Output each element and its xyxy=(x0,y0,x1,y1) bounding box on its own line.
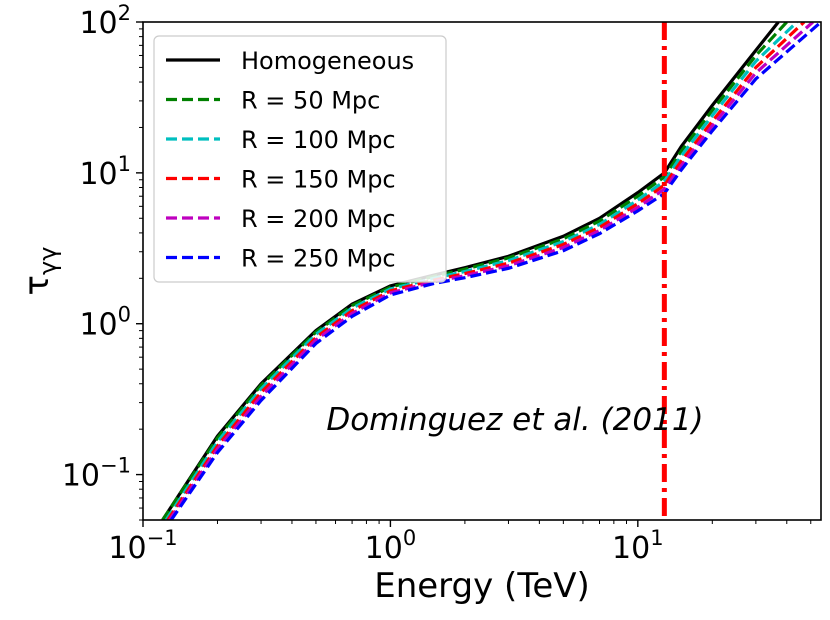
y-tick-exp: −1 xyxy=(100,454,131,478)
legend-label-4: R = 200 Mpc xyxy=(241,205,396,233)
y-tick-exp: 2 xyxy=(118,1,131,25)
legend-label-2: R = 100 Mpc xyxy=(241,126,396,154)
y-tick-base: 10 xyxy=(79,308,117,343)
y-tick-exp: 1 xyxy=(118,152,131,176)
x-tick-label: 100 xyxy=(365,526,417,566)
legend-label-0: Homogeneous xyxy=(241,47,414,75)
x-tick-base: 10 xyxy=(365,531,403,566)
x-tick-label: 101 xyxy=(612,526,664,566)
y-axis-label-main: τ xyxy=(17,275,57,295)
y-axis-label-sub: γγ xyxy=(34,247,62,275)
series-layer xyxy=(161,22,821,520)
y-axis-label: τγγ xyxy=(17,247,62,296)
series-line-4 xyxy=(168,22,814,520)
y-tick-label: 10−1 xyxy=(62,454,131,494)
legend-label-5: R = 250 Mpc xyxy=(241,245,396,273)
legend: Homogeneous R = 50 Mpc R = 100 Mpc R = 150 … xyxy=(153,35,447,283)
series-line-2 xyxy=(164,22,799,520)
y-tick-label: 100 xyxy=(79,303,131,343)
x-tick-base: 10 xyxy=(108,531,146,566)
annotation-text: Dominguez et al. (2011) xyxy=(326,402,703,438)
y-tick-exp: 0 xyxy=(118,303,131,327)
y-tick-label: 101 xyxy=(79,152,131,192)
y-tick-base: 10 xyxy=(79,157,117,192)
plot-frame xyxy=(142,21,822,521)
legend-label-3: R = 150 Mpc xyxy=(241,166,396,194)
y-tick-base: 10 xyxy=(79,6,117,41)
series-line-3 xyxy=(166,22,806,520)
x-axis-label: Energy (TeV) xyxy=(374,566,590,606)
y-tick-label: 102 xyxy=(79,1,131,41)
x-tick-base: 10 xyxy=(612,531,650,566)
legend-label-1: R = 50 Mpc xyxy=(241,87,380,115)
legend-frame xyxy=(153,35,447,283)
series-line-5 xyxy=(169,22,821,520)
x-tick-exp: 1 xyxy=(650,526,663,550)
x-tick-exp: −1 xyxy=(147,526,178,550)
x-tick-exp: 0 xyxy=(403,526,416,550)
y-tick-base: 10 xyxy=(62,459,100,494)
series-line-1 xyxy=(161,22,788,520)
x-tick-label: 10−1 xyxy=(108,526,177,566)
